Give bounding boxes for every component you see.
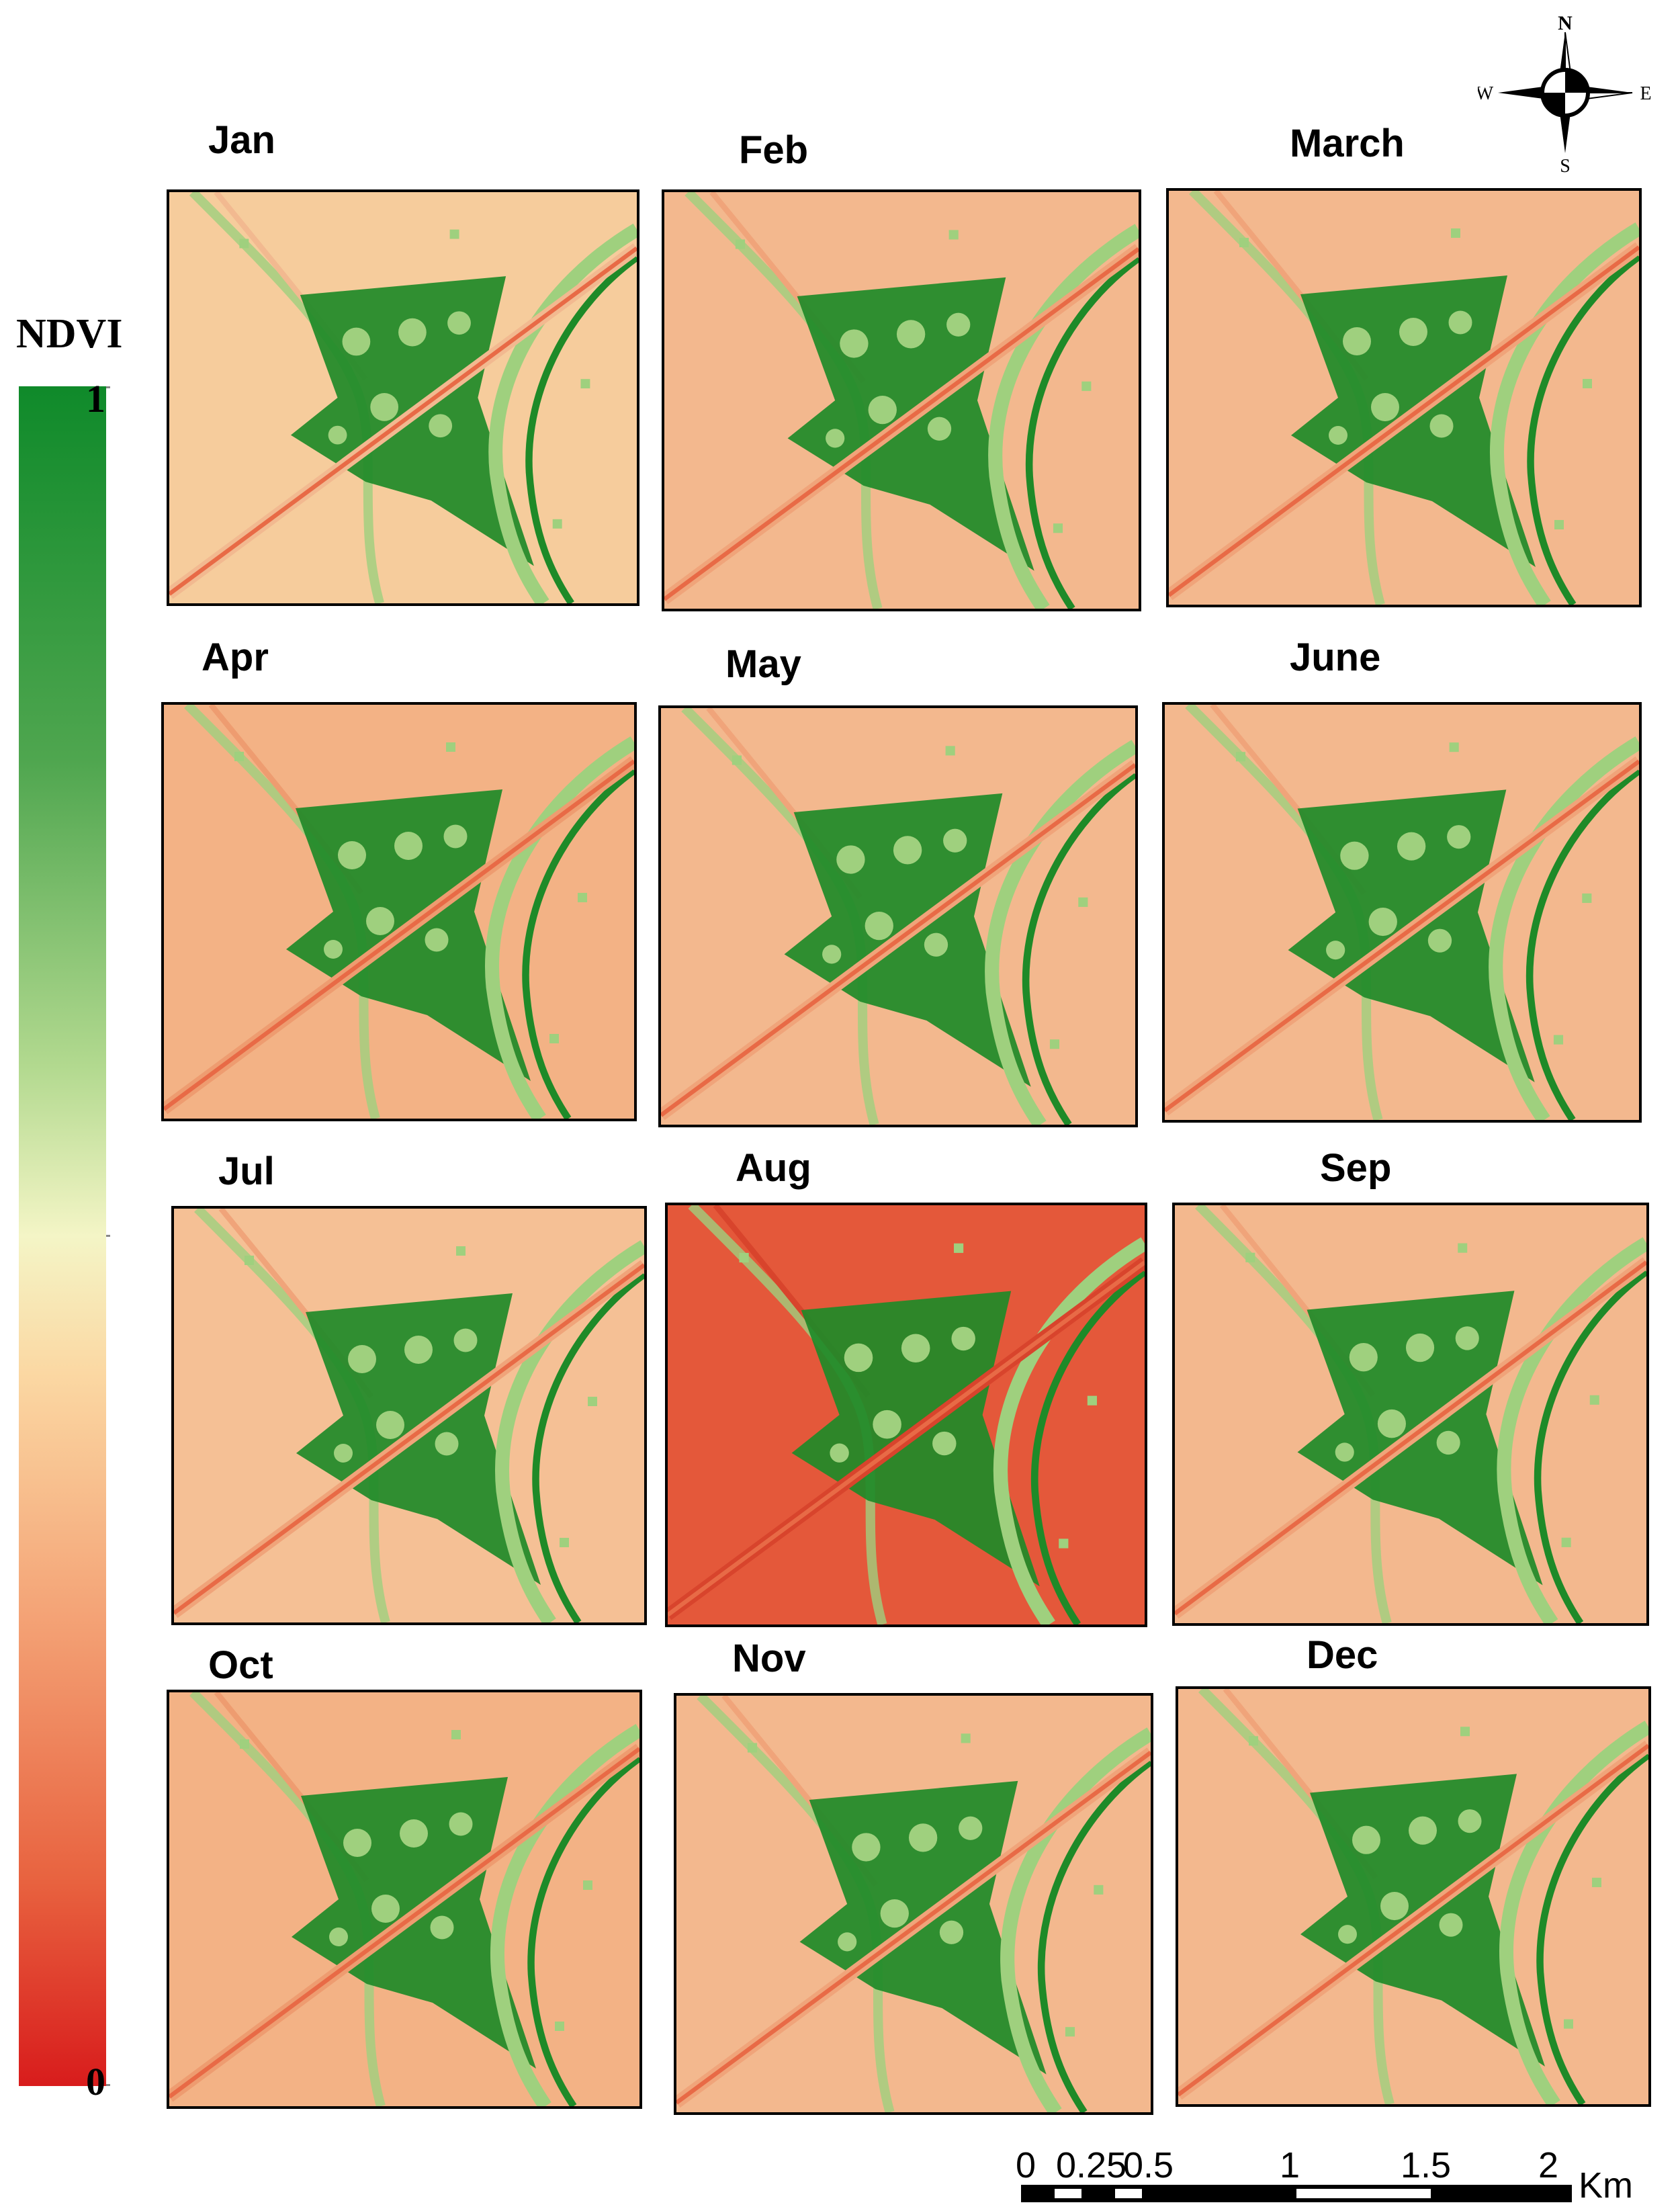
ndvi-map-feb <box>662 189 1141 611</box>
scale-label-0: 0 <box>1016 2145 1036 2185</box>
compass-n: N <box>1558 12 1573 34</box>
month-label-march: March <box>1290 122 1405 165</box>
compass-w: W <box>1478 83 1494 104</box>
month-label-jul: Jul <box>218 1150 275 1193</box>
ndvi-map-sep <box>1172 1203 1649 1626</box>
colorbar-tick-mid <box>106 1235 110 1237</box>
legend-title: NDVI <box>16 311 123 357</box>
month-label-feb: Feb <box>739 128 809 172</box>
legend-min-label: 0 <box>86 2060 105 2104</box>
month-label-aug: Aug <box>736 1146 811 1190</box>
month-label-sep: Sep <box>1320 1146 1392 1190</box>
compass-e: E <box>1640 83 1651 104</box>
scale-label-025: 0.25 <box>1056 2145 1127 2185</box>
colorbar-tick-min <box>106 2084 110 2086</box>
ndvi-map-dec <box>1176 1686 1651 2107</box>
ndvi-map-apr <box>161 702 637 1121</box>
ndvi-map-june <box>1162 702 1642 1123</box>
month-label-june: June <box>1290 636 1381 679</box>
month-label-nov: Nov <box>732 1637 806 1680</box>
ndvi-map-may <box>658 705 1138 1127</box>
ndvi-colorbar <box>19 386 106 2086</box>
compass-s: S <box>1560 156 1571 173</box>
scale-label-2: 2 <box>1538 2145 1559 2185</box>
scale-label-1: 1 <box>1280 2145 1300 2185</box>
scale-unit: Km <box>1579 2165 1633 2206</box>
month-label-oct: Oct <box>208 1643 273 1687</box>
month-label-may: May <box>725 642 801 686</box>
colorbar-tick-max <box>106 386 110 388</box>
ndvi-map-nov <box>674 1693 1153 2115</box>
legend-max-label: 1 <box>86 377 105 421</box>
ndvi-map-oct <box>167 1690 642 2109</box>
month-label-jan: Jan <box>208 118 275 162</box>
ndvi-map-march <box>1166 188 1642 607</box>
scale-label-15: 1.5 <box>1401 2145 1452 2185</box>
scale-bar <box>1021 2185 1572 2202</box>
month-label-apr: Apr <box>202 636 269 679</box>
ndvi-map-jul <box>171 1206 647 1625</box>
month-label-dec: Dec <box>1307 1633 1378 1677</box>
ndvi-map-jan <box>167 189 639 606</box>
scale-label-05: 0.5 <box>1123 2145 1174 2185</box>
ndvi-map-aug <box>665 1203 1147 1627</box>
north-arrow-icon: N S W E <box>1478 12 1652 173</box>
